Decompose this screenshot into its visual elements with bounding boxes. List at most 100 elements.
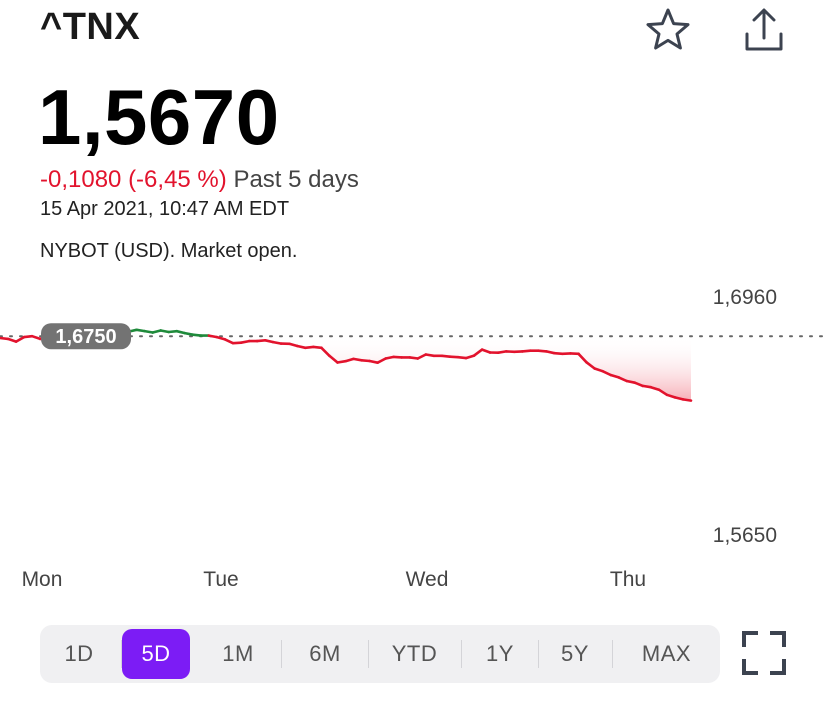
price-line-segment (649, 385, 661, 391)
price-line-segment (593, 367, 604, 373)
price-line-segment (6, 337, 18, 343)
price-line-segment (472, 348, 484, 357)
price-line-segment (577, 352, 588, 364)
price-line-segment (183, 331, 195, 336)
price-line-segment (14, 335, 26, 343)
price-line-segment (287, 342, 299, 348)
price-line-segment (0, 336, 10, 341)
x-tick-label: Tue (203, 568, 238, 591)
quote-timestamp: 15 Apr 2021, 10:47 AM EDT (40, 198, 290, 220)
ticker-symbol: ^TNX (40, 6, 141, 48)
price-line-segment (545, 350, 556, 355)
x-tick-label: Mon (22, 568, 63, 591)
price-line-segment (312, 345, 323, 350)
range-divider (368, 640, 369, 668)
price-line-segment (440, 354, 452, 358)
price-line-segment (553, 351, 564, 356)
price-line-segment (135, 328, 146, 333)
price-line-segment (617, 376, 629, 383)
share-icon (745, 8, 783, 51)
price-line-segment (641, 384, 653, 389)
price-line-segment (464, 354, 476, 360)
price-line-segment (143, 329, 154, 334)
price-line-segment (303, 345, 315, 350)
star-icon (646, 8, 690, 50)
range-divider (121, 640, 122, 668)
price-line-segment (151, 329, 162, 334)
price-line-segment (271, 340, 283, 345)
range-divider (612, 640, 613, 668)
price-line-segment (30, 334, 42, 341)
price-line-segment (263, 339, 275, 344)
y-axis-high-label: 1,6960 (713, 286, 777, 309)
price-chart[interactable]: 1,6750 1,6960 1,5650 Mon Tue Wed Thu (0, 270, 828, 600)
previous-close-label: 1,6750 (55, 326, 116, 348)
price-line-segment (295, 344, 307, 350)
price-line-segment (231, 341, 243, 345)
price-line-segment (665, 393, 677, 399)
price-line-segment (215, 335, 227, 341)
price-line-segment (368, 359, 379, 364)
change-period: Past 5 days (233, 166, 359, 193)
price-line-segment (255, 339, 267, 343)
range-tab-1d[interactable]: 1D (64, 641, 94, 666)
price-line-segment (376, 357, 388, 364)
price-line-segment (191, 333, 203, 337)
share-button[interactable] (736, 2, 792, 56)
price-line-segment (673, 396, 685, 401)
price-line-segment (536, 349, 548, 353)
price-line-segment (681, 398, 693, 402)
price-line-segment (448, 355, 460, 359)
price-line-segment (601, 369, 613, 377)
range-divider (538, 640, 539, 668)
price-line-segment (167, 329, 179, 334)
change-value: -0,1080 (-6,45 %) (40, 166, 227, 193)
favorite-button[interactable] (641, 4, 695, 54)
y-axis-low-label: 1,5650 (713, 524, 777, 547)
market-status: NYBOT (USD). Market open. (40, 240, 298, 262)
price-line-segment (609, 373, 621, 379)
price-line-segment (384, 355, 396, 360)
range-tab-5d[interactable]: 5D (122, 629, 190, 679)
price-line-segment (159, 329, 170, 334)
price-line-segment (416, 353, 428, 360)
price-line-segment (22, 334, 34, 339)
range-tab-5y[interactable]: 5Y (561, 641, 589, 666)
previous-close-badge: 1,6750 (41, 323, 131, 350)
price-line-segment (456, 355, 468, 360)
price-line-segment (223, 338, 235, 345)
price-line-segment (520, 349, 532, 353)
x-tick-label: Thu (610, 568, 646, 591)
x-tick-label: Wed (406, 568, 449, 591)
price-line-segment (657, 388, 669, 397)
price-line-segment (585, 361, 596, 370)
range-tab-1m[interactable]: 1M (222, 641, 254, 666)
range-tab-max[interactable]: MAX (641, 641, 692, 666)
price-line-segment (336, 359, 347, 364)
price-line-segment (480, 348, 492, 354)
range-tab-ytd[interactable]: YTD (391, 641, 438, 666)
price-line-segment (625, 379, 637, 384)
range-tab-6m[interactable]: 6M (309, 641, 341, 666)
loss-area (0, 336, 691, 401)
price-line-segment (360, 359, 371, 363)
price-line-segment (424, 353, 436, 358)
price-line-segment (175, 329, 187, 335)
price-line-segment (328, 354, 339, 364)
fullscreen-button[interactable] (741, 630, 787, 676)
price-line-segment (207, 334, 219, 339)
price-line-segment (408, 356, 420, 360)
range-tab-1y[interactable]: 1Y (486, 641, 514, 666)
price-line-segment (633, 381, 645, 388)
range-divider (461, 640, 462, 668)
price-line-segment (344, 357, 355, 363)
price-line-segment (239, 339, 251, 344)
price-line-segment (352, 357, 363, 362)
price-line-segment (392, 355, 404, 359)
range-selector: 1D 5D 1M 6M YTD 1Y 5Y MAX (40, 625, 720, 683)
range-divider (281, 640, 282, 668)
expand-icon (742, 631, 786, 675)
current-price: 1,5670 (38, 73, 280, 161)
price-line-segment (496, 350, 508, 354)
price-line-segment (320, 346, 331, 358)
